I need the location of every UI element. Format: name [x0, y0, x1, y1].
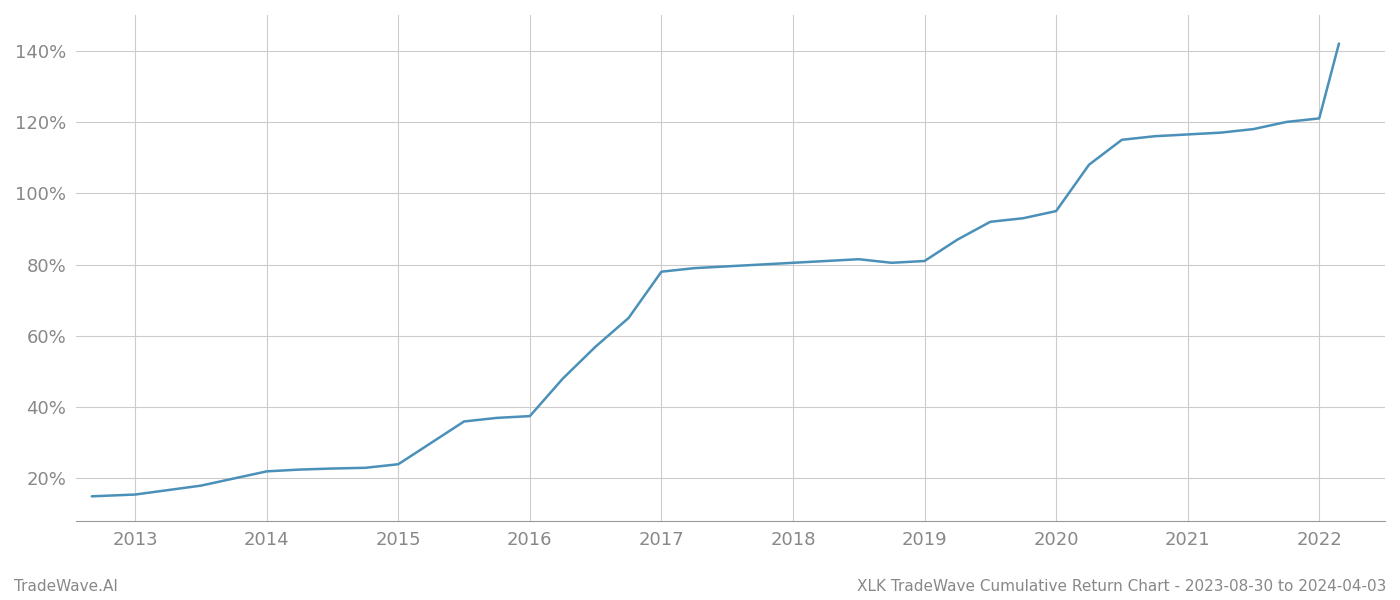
Text: TradeWave.AI: TradeWave.AI — [14, 579, 118, 594]
Text: XLK TradeWave Cumulative Return Chart - 2023-08-30 to 2024-04-03: XLK TradeWave Cumulative Return Chart - … — [857, 579, 1386, 594]
